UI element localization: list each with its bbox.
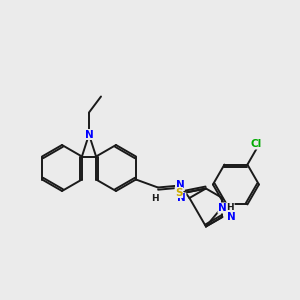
Text: H: H [226,203,234,212]
Text: S: S [175,188,183,197]
Text: N: N [176,181,184,190]
Text: N: N [218,203,227,213]
Text: N: N [85,130,93,140]
Text: Cl: Cl [251,139,262,149]
Text: N: N [177,193,186,203]
Text: N: N [227,212,236,222]
Text: H: H [151,194,159,203]
